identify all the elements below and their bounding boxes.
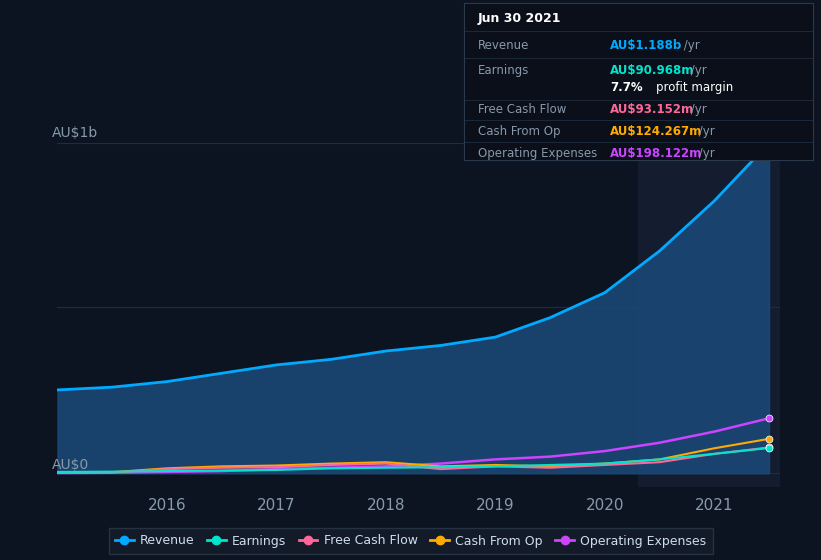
Text: Operating Expenses: Operating Expenses [478, 147, 597, 160]
Point [763, 414, 776, 423]
Text: AU$198.122m: AU$198.122m [610, 147, 703, 160]
Point [763, 444, 776, 452]
Text: Cash From Op: Cash From Op [478, 125, 560, 138]
Text: AU$1b: AU$1b [52, 126, 99, 140]
Text: /yr: /yr [680, 39, 699, 52]
Text: AU$0: AU$0 [52, 458, 89, 472]
Text: Free Cash Flow: Free Cash Flow [478, 103, 566, 116]
Point [763, 443, 776, 452]
Text: AU$90.968m: AU$90.968m [610, 64, 695, 77]
Text: 7.7%: 7.7% [610, 81, 643, 94]
Text: AU$124.267m: AU$124.267m [610, 125, 703, 138]
Text: /yr: /yr [687, 103, 707, 116]
Point [763, 435, 776, 444]
Text: Revenue: Revenue [478, 39, 530, 52]
Text: AU$93.152m: AU$93.152m [610, 103, 695, 116]
Text: /yr: /yr [687, 64, 707, 77]
Text: Earnings: Earnings [478, 64, 530, 77]
Point [763, 139, 776, 148]
Legend: Revenue, Earnings, Free Cash Flow, Cash From Op, Operating Expenses: Revenue, Earnings, Free Cash Flow, Cash … [108, 528, 713, 554]
Text: AU$1.188b: AU$1.188b [610, 39, 683, 52]
Text: Jun 30 2021: Jun 30 2021 [478, 12, 562, 25]
Text: /yr: /yr [695, 147, 714, 160]
Text: profit margin: profit margin [656, 81, 733, 94]
Bar [638, 112, 780, 487]
Text: /yr: /yr [695, 125, 714, 138]
